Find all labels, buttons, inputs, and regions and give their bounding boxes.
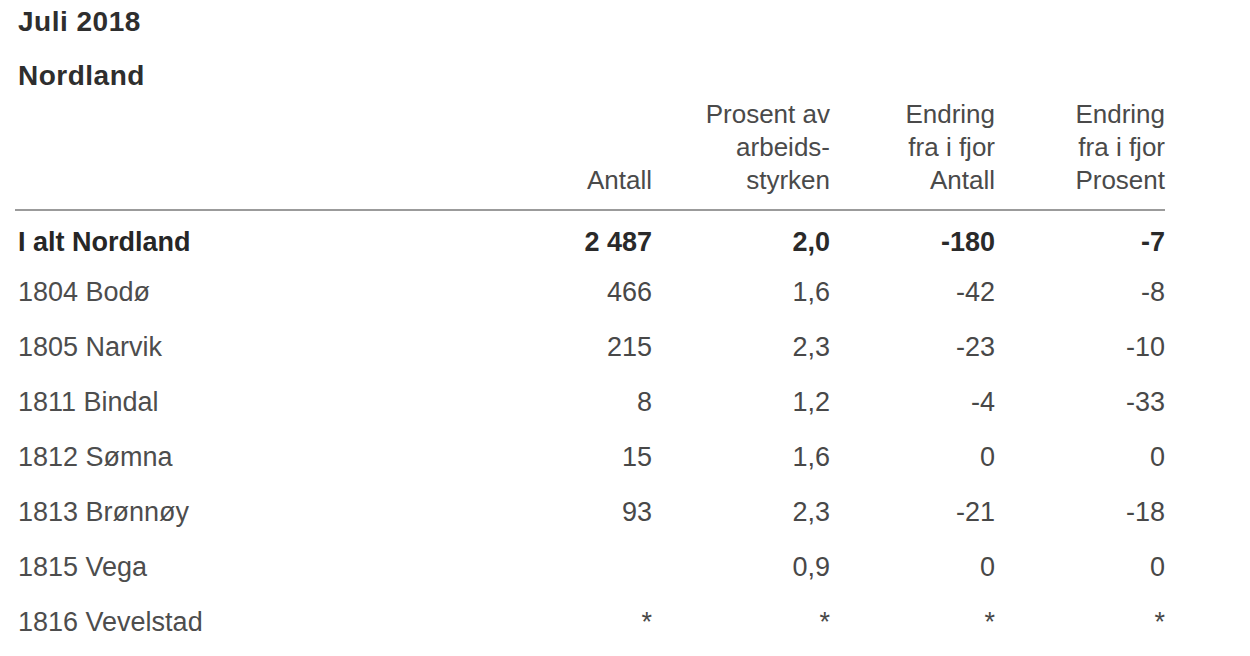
- cell-endring-antall: -180: [830, 210, 995, 265]
- cell-endring-prosent: -10: [995, 320, 1165, 375]
- table-row: 1812 Sømna 15 1,6 0 0: [15, 430, 1165, 485]
- cell-prosent: 1,6: [652, 430, 830, 485]
- cell-endring-prosent: -18: [995, 485, 1165, 540]
- column-header-region: [15, 98, 435, 210]
- cell-endring-prosent: -7: [995, 210, 1165, 265]
- cell-antall: 466: [435, 265, 652, 320]
- cell-endring-prosent: *: [995, 595, 1165, 650]
- cell-endring-antall: -21: [830, 485, 995, 540]
- cell-antall: 8: [435, 375, 652, 430]
- cell-endring-prosent: -33: [995, 375, 1165, 430]
- table-row: 1816 Vevelstad * * * *: [15, 595, 1165, 650]
- row-label: 1816 Vevelstad: [15, 595, 435, 650]
- column-header-endring-fra-i-fjor-prosent: Endring fra i fjor Prosent: [995, 98, 1165, 210]
- cell-prosent: 2,3: [652, 320, 830, 375]
- region-subtitle: Nordland: [18, 60, 145, 92]
- cell-prosent: 2,0: [652, 210, 830, 265]
- cell-antall: [435, 540, 652, 595]
- row-label: 1805 Narvik: [15, 320, 435, 375]
- cell-endring-antall: -42: [830, 265, 995, 320]
- table-row: I alt Nordland 2 487 2,0 -180 -7: [15, 210, 1165, 265]
- row-label: 1815 Vega: [15, 540, 435, 595]
- cell-prosent: 0,9: [652, 540, 830, 595]
- table-row: 1804 Bodø 466 1,6 -42 -8: [15, 265, 1165, 320]
- cell-endring-antall: -23: [830, 320, 995, 375]
- cell-endring-antall: -4: [830, 375, 995, 430]
- statistics-table: Antall Prosent av arbeids- styrken Endri…: [15, 98, 1165, 650]
- cell-endring-prosent: 0: [995, 430, 1165, 485]
- cell-prosent: *: [652, 595, 830, 650]
- page-title: Juli 2018: [18, 6, 141, 38]
- row-label: 1813 Brønnøy: [15, 485, 435, 540]
- cell-antall: 2 487: [435, 210, 652, 265]
- column-header-prosent-av-arbeidsstyrken: Prosent av arbeids- styrken: [652, 98, 830, 210]
- table-row: 1805 Narvik 215 2,3 -23 -10: [15, 320, 1165, 375]
- cell-prosent: 1,6: [652, 265, 830, 320]
- cell-antall: *: [435, 595, 652, 650]
- row-label: 1804 Bodø: [15, 265, 435, 320]
- table-row: 1815 Vega 0,9 0 0: [15, 540, 1165, 595]
- cell-endring-antall: *: [830, 595, 995, 650]
- cell-endring-antall: 0: [830, 540, 995, 595]
- cell-antall: 15: [435, 430, 652, 485]
- row-label: 1811 Bindal: [15, 375, 435, 430]
- table-header-row: Antall Prosent av arbeids- styrken Endri…: [15, 98, 1165, 210]
- table-row: 1813 Brønnøy 93 2,3 -21 -18: [15, 485, 1165, 540]
- cell-prosent: 2,3: [652, 485, 830, 540]
- table-body: I alt Nordland 2 487 2,0 -180 -7 1804 Bo…: [15, 210, 1165, 650]
- document-page: Juli 2018 Nordland Antall Prosent av arb…: [0, 0, 1250, 656]
- column-header-endring-fra-i-fjor-antall: Endring fra i fjor Antall: [830, 98, 995, 210]
- cell-prosent: 1,2: [652, 375, 830, 430]
- row-label: I alt Nordland: [15, 210, 435, 265]
- cell-antall: 93: [435, 485, 652, 540]
- cell-endring-prosent: 0: [995, 540, 1165, 595]
- table-row: 1811 Bindal 8 1,2 -4 -33: [15, 375, 1165, 430]
- cell-endring-prosent: -8: [995, 265, 1165, 320]
- column-header-antall: Antall: [435, 98, 652, 210]
- cell-antall: 215: [435, 320, 652, 375]
- row-label: 1812 Sømna: [15, 430, 435, 485]
- cell-endring-antall: 0: [830, 430, 995, 485]
